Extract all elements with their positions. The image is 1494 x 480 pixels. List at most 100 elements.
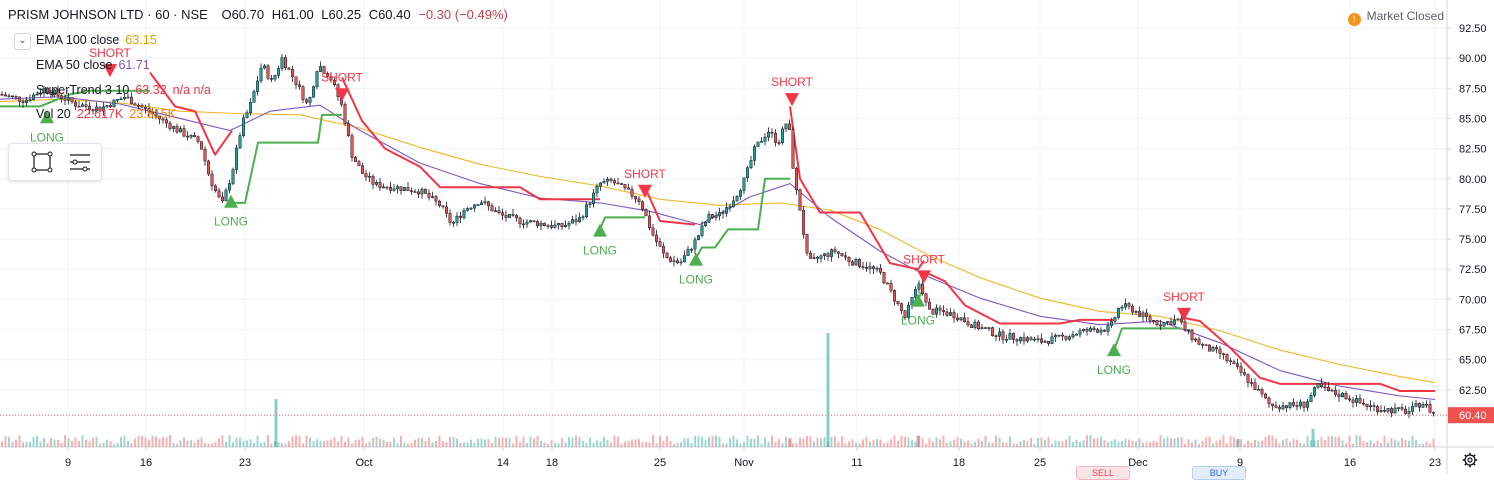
candle-body xyxy=(718,212,721,217)
rectangle-tool-icon[interactable] xyxy=(29,150,55,174)
candle-body xyxy=(448,213,452,223)
volume-bar xyxy=(193,442,196,447)
candle-body xyxy=(182,128,186,137)
volume-bar xyxy=(71,440,73,447)
candle-body xyxy=(1061,334,1064,337)
short-label: SHORT xyxy=(89,46,131,60)
volume-bar xyxy=(407,443,409,447)
candle-body xyxy=(1253,382,1257,390)
volume-bar xyxy=(739,443,742,447)
volume-bar xyxy=(1135,441,1137,447)
volume-bar xyxy=(1383,435,1386,447)
sell-button[interactable]: SELL xyxy=(1076,466,1130,480)
volume-bar xyxy=(291,436,294,447)
volume-bar xyxy=(1156,441,1158,447)
legend-collapse-button[interactable]: ⌄ xyxy=(14,33,31,50)
candle-body xyxy=(1421,403,1425,408)
candle-body xyxy=(91,109,95,112)
volume-bar xyxy=(890,439,892,447)
volume-bar xyxy=(1369,440,1372,447)
volume-bar xyxy=(501,437,504,447)
candle-body xyxy=(175,126,179,133)
volume-bar xyxy=(795,442,798,447)
volume-bar xyxy=(417,437,420,447)
volume-bar xyxy=(1299,443,1302,447)
candle-body xyxy=(956,317,959,321)
volume-spike xyxy=(274,399,278,447)
legend-supertrend[interactable]: SuperTrend 3 10 63.32 n/a n/a xyxy=(36,83,211,97)
candle-body xyxy=(67,97,70,101)
candle-body xyxy=(697,235,700,241)
candle-body xyxy=(760,141,763,143)
x-tick-label: 25 xyxy=(654,457,666,469)
candle-body xyxy=(315,71,319,87)
legend-volume[interactable]: Vol 20 22.617K 23.815K xyxy=(36,107,176,121)
volume-bar xyxy=(281,443,283,447)
volume-bar xyxy=(1404,440,1407,447)
volume-bar xyxy=(662,440,665,447)
volume-bar xyxy=(1222,435,1225,447)
candle-body xyxy=(1236,363,1239,367)
volume-bar xyxy=(337,441,339,447)
volume-bar xyxy=(1429,443,1431,447)
legend-value-2: n/a n/a xyxy=(172,83,211,97)
volume-bar xyxy=(1054,440,1057,447)
candle-body xyxy=(1229,360,1232,362)
legend-ema50[interactable]: EMA 50 close 61.71 xyxy=(36,58,150,72)
candle-body xyxy=(193,135,196,137)
volume-bar xyxy=(218,438,220,447)
candle-body xyxy=(648,215,651,229)
volume-bar xyxy=(1072,441,1074,447)
short-label: SHORT xyxy=(321,70,363,84)
candle-body xyxy=(1362,402,1365,405)
long-label: LONG xyxy=(214,215,248,229)
volume-bar xyxy=(876,438,878,447)
candle-body xyxy=(1302,401,1306,408)
volume-bar xyxy=(631,439,633,447)
volume-bar xyxy=(799,437,801,447)
volume-bar xyxy=(435,440,437,447)
volume-bar xyxy=(1180,436,1183,447)
candle-body xyxy=(368,176,371,178)
volume-bar xyxy=(207,443,210,447)
volume-spike xyxy=(916,435,920,447)
volume-bar xyxy=(1411,435,1414,447)
volume-bar xyxy=(834,436,836,447)
legend-ema100[interactable]: EMA 100 close 63.15 xyxy=(36,33,157,47)
volume-bar xyxy=(617,436,619,447)
volume-bar xyxy=(106,439,108,447)
volume-bar xyxy=(410,442,413,447)
symbol-title[interactable]: PRISM JOHNSON LTD · 60 · NSE xyxy=(8,7,208,22)
volume-bar xyxy=(515,435,518,447)
volume-bar xyxy=(1226,443,1228,447)
candle-body xyxy=(256,80,259,92)
candle-body xyxy=(1162,322,1166,327)
buy-button[interactable]: BUY xyxy=(1192,466,1246,480)
volume-bar xyxy=(1292,438,1295,447)
short-marker xyxy=(917,270,931,284)
candle-body xyxy=(637,198,641,202)
candle-body xyxy=(907,304,910,318)
market-status[interactable]: ! Market Closed xyxy=(1347,9,1444,26)
volume-bar xyxy=(1366,442,1368,447)
candle-body xyxy=(1169,321,1173,325)
volume-bar xyxy=(1177,437,1179,447)
candle-body xyxy=(109,105,112,108)
candle-body xyxy=(704,222,707,227)
candle-body xyxy=(483,201,487,204)
legend-value-2: 23.815K xyxy=(129,107,176,121)
volume-bar xyxy=(641,441,644,447)
gear-icon[interactable] xyxy=(1462,452,1478,468)
candle-body xyxy=(217,190,221,198)
candle-body xyxy=(203,148,207,162)
lines-tool-icon[interactable] xyxy=(67,150,93,174)
candle-body xyxy=(980,327,984,330)
candle-body xyxy=(210,173,214,187)
candle-body xyxy=(1211,347,1215,352)
candle-body xyxy=(1414,403,1418,407)
candle-body xyxy=(357,161,361,166)
volume-bar xyxy=(613,435,616,447)
drawing-toolbox xyxy=(8,143,102,181)
market-status-text: Market Closed xyxy=(1366,9,1444,23)
